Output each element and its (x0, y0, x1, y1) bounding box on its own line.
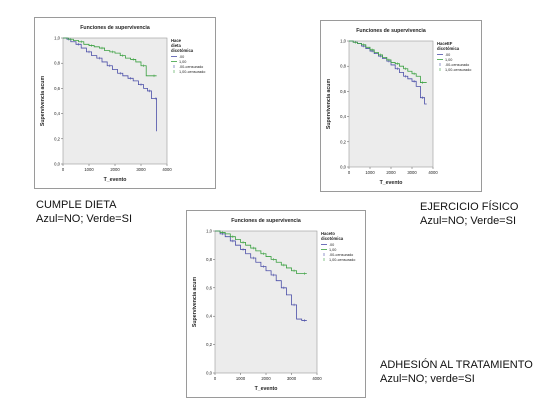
y-tick-label: 0,8 (54, 61, 60, 66)
survival-line-si (63, 37, 157, 77)
x-tick-label: 1000 (365, 170, 375, 175)
caption-dieta-legend: Azul=NO; Verde=SI (36, 213, 132, 225)
legend-entry: 1,00 (179, 60, 186, 64)
x-tick-label: 0 (62, 167, 65, 172)
chart-title: Funciones de supervivencia (80, 25, 150, 31)
legend-title: HaceEF dicotómica (437, 41, 460, 51)
legend-entry: 1,00-censurado (329, 258, 355, 262)
x-tick-label: 3000 (136, 167, 146, 172)
x-tick-label: 3000 (287, 376, 297, 381)
x-tick-label: 4000 (428, 170, 438, 175)
y-tick-label: 0,6 (54, 86, 60, 91)
y-axis-label: Supervivencia acum (326, 79, 332, 130)
legend-entry: .00 (329, 243, 334, 247)
x-tick-label: 0 (348, 170, 351, 175)
legend-title: Haceto dicotómica (321, 231, 344, 241)
legend-title-line: dicotómica (321, 236, 344, 241)
legend-title-line: dicotómica (437, 46, 460, 51)
y-tick-label: 1,0 (206, 229, 212, 234)
survival-line-no (215, 230, 307, 321)
survival-chart-ejercicio: Funciones de supervivencia 0,0 0,2 0,4 0,6 0,… (326, 28, 471, 186)
legend-entry: .00 (445, 53, 450, 57)
x-tick-label: 3000 (407, 170, 417, 175)
y-tick-label: 0,2 (54, 136, 60, 141)
survival-chart-adhesion: Funciones de supervivencia 0,0 0,2 0,4 0,6 0,… (192, 218, 355, 392)
y-tick-label: 1,0 (54, 36, 60, 41)
y-tick-label: 0,6 (340, 89, 346, 94)
x-tick-label: 4000 (312, 376, 322, 381)
y-tick-label: 0,8 (206, 257, 212, 262)
survival-line-si (349, 40, 427, 83)
chart-title: Funciones de supervivencia (356, 28, 426, 34)
legend-entry: 1,00-censurado (179, 70, 205, 74)
y-tick-label: 0,4 (54, 111, 60, 116)
legend-entry: .00 (179, 55, 184, 59)
caption-ejercicio-legend: Azul=NO; Verde=SI (420, 215, 516, 227)
caption-adhesion: ADHESIÓN AL TRATAMIENTO Azul=NO; verde=S… (380, 358, 533, 386)
legend-entry: 1,00 (329, 248, 336, 252)
chart-panel-dieta: Funciones de supervivencia 0,0 0,2 0,4 0,6 0,… (34, 17, 216, 189)
y-tick-label: 1,0 (340, 39, 346, 44)
y-tick-label: 0,4 (340, 114, 346, 119)
y-axis-label: Supervivencia acum (40, 76, 46, 127)
y-tick-label: 0,0 (340, 165, 346, 170)
survival-chart-dieta: Funciones de supervivencia 0,0 0,2 0,4 0,6 0,… (40, 25, 205, 183)
x-tick-label: 2000 (110, 167, 120, 172)
x-axis-label: T_evento (104, 177, 127, 183)
y-axis-label: Supervivencia acum (192, 277, 198, 328)
chart-panel-adhesion: Funciones de supervivencia 0,0 0,2 0,4 0,6 0,… (186, 210, 366, 398)
legend-entry: 1,00 (445, 58, 452, 62)
y-tick-label: 0,8 (340, 64, 346, 69)
y-tick-label: 0,2 (340, 139, 346, 144)
legend-title-line: dieta (171, 43, 181, 48)
y-tick-label: 0,6 (206, 285, 212, 290)
x-axis-label: T_evento (380, 180, 403, 186)
chart-title: Funciones de supervivencia (231, 218, 301, 224)
survival-line-si (215, 230, 307, 274)
chart-panel-ejercicio: Funciones de supervivencia 0,0 0,2 0,4 0,6 0,… (320, 20, 482, 192)
x-tick-label: 2000 (386, 170, 396, 175)
legend-title-line: dicotómica (171, 48, 194, 53)
caption-adhesion-title: ADHESIÓN AL TRATAMIENTO (380, 359, 533, 371)
caption-dieta: CUMPLE DIETA Azul=NO; Verde=SI (36, 198, 132, 226)
legend-title: Hace dieta dicotómica (171, 38, 194, 53)
x-tick-label: 0 (214, 376, 217, 381)
caption-ejercicio: EJERCICIO FÍSICO Azul=NO; Verde=SI (420, 200, 518, 228)
caption-adhesion-legend: Azul=NO; verde=SI (380, 373, 475, 385)
x-tick-label: 1000 (84, 167, 94, 172)
legend-title-line: Hace (171, 38, 182, 43)
plot-area (62, 37, 168, 165)
y-tick-label: 0,0 (54, 162, 60, 167)
legend-entry: .00-censurado (179, 65, 203, 69)
y-tick-label: 0,2 (206, 342, 212, 347)
y-tick-label: 0,0 (206, 371, 212, 376)
legend-entry: .00-censurado (445, 63, 469, 67)
plot-area (214, 230, 318, 374)
x-axis-label: T_evento (255, 386, 278, 392)
y-tick-label: 0,4 (206, 314, 212, 319)
x-tick-label: 4000 (162, 167, 172, 172)
legend-entry: .00-censurado (329, 253, 353, 257)
caption-ejercicio-title: EJERCICIO FÍSICO (420, 201, 519, 213)
x-tick-label: 2000 (261, 376, 271, 381)
legend-title-line: HaceEF (437, 41, 453, 46)
legend-entry: 1,00-censurado (445, 68, 471, 72)
caption-dieta-title: CUMPLE DIETA (36, 199, 117, 211)
legend-title-line: Haceto (321, 231, 335, 236)
x-tick-label: 1000 (236, 376, 246, 381)
